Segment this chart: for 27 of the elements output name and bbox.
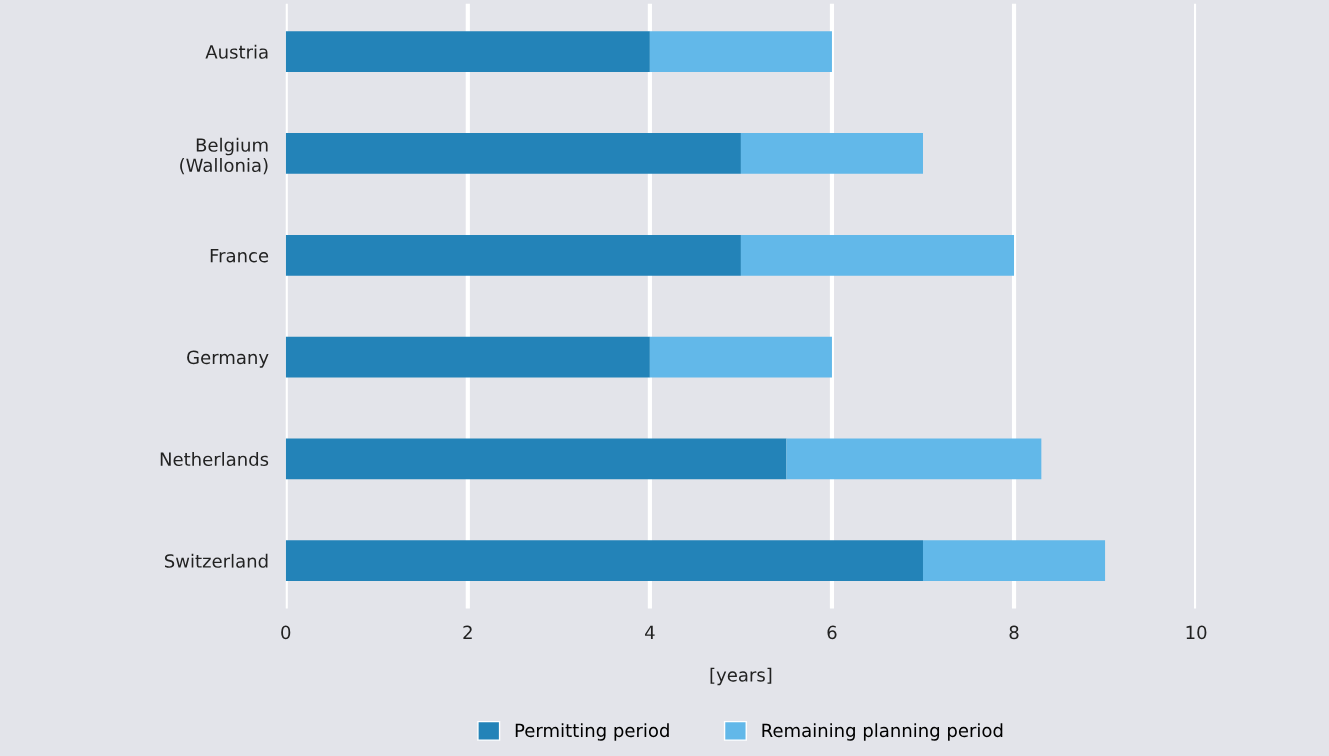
bar xyxy=(649,336,832,378)
y-tick-label: Germany xyxy=(187,350,269,368)
y-tick-label: Netherlands xyxy=(160,452,269,467)
bar xyxy=(285,234,741,276)
bar xyxy=(285,133,741,174)
bar xyxy=(285,438,787,480)
bar xyxy=(922,540,1106,582)
x-tick-label: 6 xyxy=(827,625,837,640)
x-tick-label: 0 xyxy=(281,625,291,640)
x-axis-title: [years] xyxy=(710,667,772,686)
x-tick-label: 2 xyxy=(463,625,472,639)
bar xyxy=(285,31,650,72)
bar xyxy=(740,133,923,174)
x-tick-label: 10 xyxy=(1186,625,1207,640)
legend-label: Remaining planning period xyxy=(762,723,1003,741)
y-tick-label: Switzerland xyxy=(164,553,268,568)
x-tick-label: 4 xyxy=(645,625,655,639)
bar xyxy=(740,234,1015,276)
bar xyxy=(786,438,1042,480)
y-tick-label: Austria xyxy=(205,44,268,59)
legend-label: Permitting period xyxy=(515,723,669,741)
y-tick-label: Belgium (Wallonia) xyxy=(180,137,268,175)
bar xyxy=(285,540,923,582)
bar xyxy=(649,31,832,72)
bar xyxy=(285,336,650,378)
y-tick-label: France xyxy=(210,248,269,263)
x-tick-label: 8 xyxy=(1009,625,1019,640)
